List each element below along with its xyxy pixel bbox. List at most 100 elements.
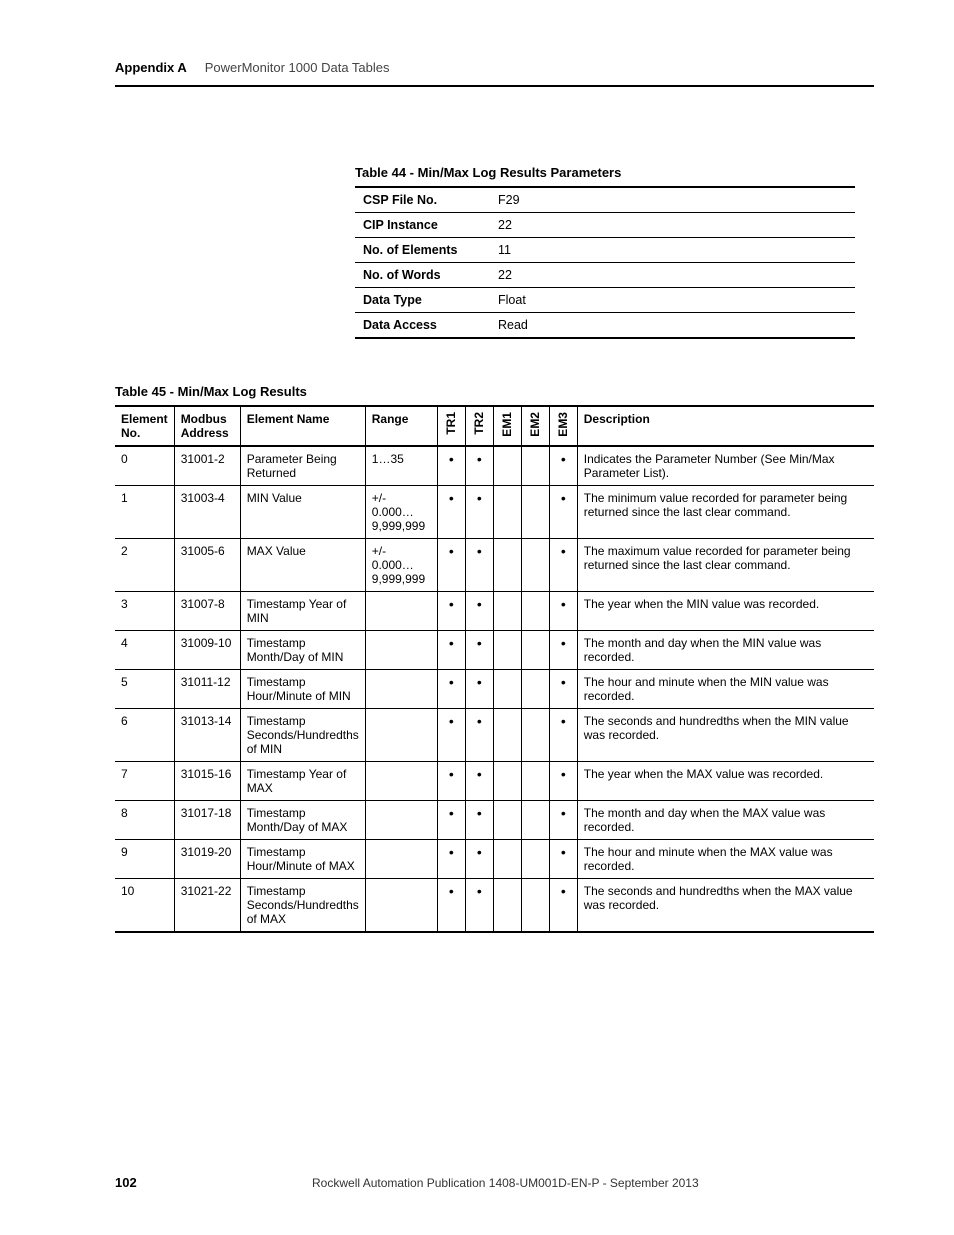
- bullet-icon: •: [561, 714, 566, 728]
- cell-em1: [493, 709, 521, 762]
- bullet-icon: •: [561, 597, 566, 611]
- cell-em2: [521, 879, 549, 933]
- cell-element-name: Timestamp Year of MIN: [240, 592, 365, 631]
- cell-range: [365, 879, 437, 933]
- bullet-icon: •: [561, 675, 566, 689]
- appendix-label: Appendix A: [115, 60, 187, 75]
- cell-tr2: •: [465, 840, 493, 879]
- cell-modbus-address: 31013-14: [174, 709, 240, 762]
- param-value: 22: [490, 263, 855, 288]
- col-description: Description: [577, 406, 874, 446]
- cell-element-name: Parameter Being Returned: [240, 446, 365, 486]
- cell-tr2: •: [465, 631, 493, 670]
- table-row: 431009-10Timestamp Month/Day of MIN•••Th…: [115, 631, 874, 670]
- cell-range: +/- 0.000…9,999,999: [365, 486, 437, 539]
- param-row: CSP File No.F29: [355, 187, 855, 213]
- col-element-no: Element No.: [115, 406, 174, 446]
- cell-description: The year when the MIN value was recorded…: [577, 592, 874, 631]
- table-row: 331007-8Timestamp Year of MIN•••The year…: [115, 592, 874, 631]
- cell-modbus-address: 31021-22: [174, 879, 240, 933]
- col-element-name: Element Name: [240, 406, 365, 446]
- cell-em1: [493, 539, 521, 592]
- cell-em2: [521, 709, 549, 762]
- bullet-icon: •: [477, 597, 482, 611]
- cell-em3: •: [549, 801, 577, 840]
- table-row: 931019-20Timestamp Hour/Minute of MAX•••…: [115, 840, 874, 879]
- cell-range: [365, 670, 437, 709]
- param-label: CSP File No.: [355, 187, 490, 213]
- cell-element-no: 4: [115, 631, 174, 670]
- cell-modbus-address: 31009-10: [174, 631, 240, 670]
- table-row: 1031021-22Timestamp Seconds/Hundredths o…: [115, 879, 874, 933]
- bullet-icon: •: [477, 636, 482, 650]
- table-row: 631013-14Timestamp Seconds/Hundredths of…: [115, 709, 874, 762]
- cell-tr1: •: [437, 486, 465, 539]
- bullet-icon: •: [477, 491, 482, 505]
- cell-em3: •: [549, 446, 577, 486]
- bullet-icon: •: [561, 544, 566, 558]
- cell-em2: [521, 631, 549, 670]
- bullet-icon: •: [449, 491, 454, 505]
- cell-description: The month and day when the MAX value was…: [577, 801, 874, 840]
- results-table: Element No. Modbus Address Element Name …: [115, 405, 874, 933]
- cell-element-no: 9: [115, 840, 174, 879]
- cell-tr1: •: [437, 762, 465, 801]
- cell-element-name: MAX Value: [240, 539, 365, 592]
- cell-element-no: 0: [115, 446, 174, 486]
- bullet-icon: •: [477, 452, 482, 466]
- cell-em3: •: [549, 879, 577, 933]
- param-value: F29: [490, 187, 855, 213]
- bullet-icon: •: [561, 491, 566, 505]
- bullet-icon: •: [449, 452, 454, 466]
- cell-tr1: •: [437, 592, 465, 631]
- cell-em1: [493, 840, 521, 879]
- table-row: 531011-12Timestamp Hour/Minute of MIN•••…: [115, 670, 874, 709]
- param-row: No. of Words22: [355, 263, 855, 288]
- bullet-icon: •: [561, 884, 566, 898]
- cell-element-no: 6: [115, 709, 174, 762]
- param-label: No. of Elements: [355, 238, 490, 263]
- bullet-icon: •: [477, 806, 482, 820]
- bullet-icon: •: [561, 767, 566, 781]
- cell-em2: [521, 762, 549, 801]
- cell-em2: [521, 801, 549, 840]
- bullet-icon: •: [449, 806, 454, 820]
- col-tr2: TR2: [465, 406, 493, 446]
- bullet-icon: •: [477, 714, 482, 728]
- cell-tr1: •: [437, 631, 465, 670]
- cell-em3: •: [549, 670, 577, 709]
- bullet-icon: •: [449, 767, 454, 781]
- cell-em1: [493, 879, 521, 933]
- cell-element-name: Timestamp Hour/Minute of MAX: [240, 840, 365, 879]
- bullet-icon: •: [561, 636, 566, 650]
- cell-tr2: •: [465, 709, 493, 762]
- cell-element-no: 5: [115, 670, 174, 709]
- param-row: No. of Elements11: [355, 238, 855, 263]
- cell-em2: [521, 592, 549, 631]
- cell-description: The seconds and hundredths when the MIN …: [577, 709, 874, 762]
- cell-em1: [493, 762, 521, 801]
- results-table-caption: Table 45 - Min/Max Log Results: [115, 384, 874, 399]
- publication-info: Rockwell Automation Publication 1408-UM0…: [137, 1176, 874, 1190]
- cell-modbus-address: 31007-8: [174, 592, 240, 631]
- cell-range: [365, 631, 437, 670]
- page-header: Appendix A PowerMonitor 1000 Data Tables: [115, 60, 874, 87]
- bullet-icon: •: [449, 597, 454, 611]
- cell-element-name: Timestamp Month/Day of MAX: [240, 801, 365, 840]
- col-modbus-address: Modbus Address: [174, 406, 240, 446]
- cell-description: The hour and minute when the MIN value w…: [577, 670, 874, 709]
- cell-em3: •: [549, 539, 577, 592]
- cell-description: The month and day when the MIN value was…: [577, 631, 874, 670]
- cell-tr2: •: [465, 446, 493, 486]
- cell-em3: •: [549, 840, 577, 879]
- cell-em2: [521, 486, 549, 539]
- cell-element-no: 7: [115, 762, 174, 801]
- col-em1: EM1: [493, 406, 521, 446]
- table-row: 031001-2Parameter Being Returned1…35•••I…: [115, 446, 874, 486]
- param-value: 11: [490, 238, 855, 263]
- cell-element-name: Timestamp Seconds/Hundredths of MIN: [240, 709, 365, 762]
- cell-em1: [493, 592, 521, 631]
- cell-em3: •: [549, 762, 577, 801]
- cell-tr1: •: [437, 709, 465, 762]
- cell-tr1: •: [437, 840, 465, 879]
